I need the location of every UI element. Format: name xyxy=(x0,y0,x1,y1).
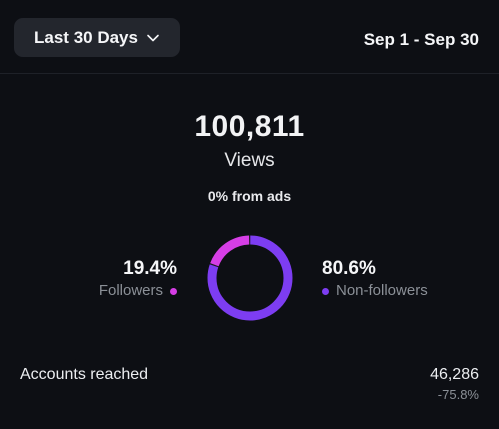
date-range-dropdown[interactable]: Last 30 Days xyxy=(14,18,180,57)
accounts-reached-value: 46,286 xyxy=(430,366,479,383)
followers-label: Followers xyxy=(98,282,163,299)
followers-stat: 19.4% Followers xyxy=(99,258,177,300)
non-followers-legend-dot xyxy=(322,287,329,295)
accounts-reached-row[interactable]: Accounts reached 46,286 -75.8% xyxy=(20,364,479,408)
date-range-text: Sep 1 - Sep 30 xyxy=(363,30,479,49)
date-range-dropdown-label: Last 30 Days xyxy=(34,27,138,47)
followers-legend-dot xyxy=(170,287,177,295)
views-donut-chart xyxy=(207,235,293,321)
non-followers-percent: 80.6% xyxy=(322,258,376,279)
followers-percent: 19.4% xyxy=(123,258,177,279)
accounts-reached-label: Accounts reached xyxy=(20,366,149,383)
donut-segment-non-followers xyxy=(207,235,293,321)
non-followers-label: Non-followers xyxy=(336,282,428,299)
views-label: Views xyxy=(224,150,275,171)
ads-percentage-note: 0% from ads xyxy=(207,188,292,204)
views-total: 100,811 xyxy=(194,110,305,143)
non-followers-stat: 80.6% Non-followers xyxy=(322,258,428,300)
followers-legend: Followers xyxy=(99,282,177,300)
top-bar: Last 30 Days Sep 1 - Sep 30 xyxy=(0,0,499,74)
accounts-reached-change: -75.8% xyxy=(437,387,479,402)
chevron-down-icon xyxy=(147,34,159,41)
non-followers-legend: Non-followers xyxy=(322,282,428,300)
